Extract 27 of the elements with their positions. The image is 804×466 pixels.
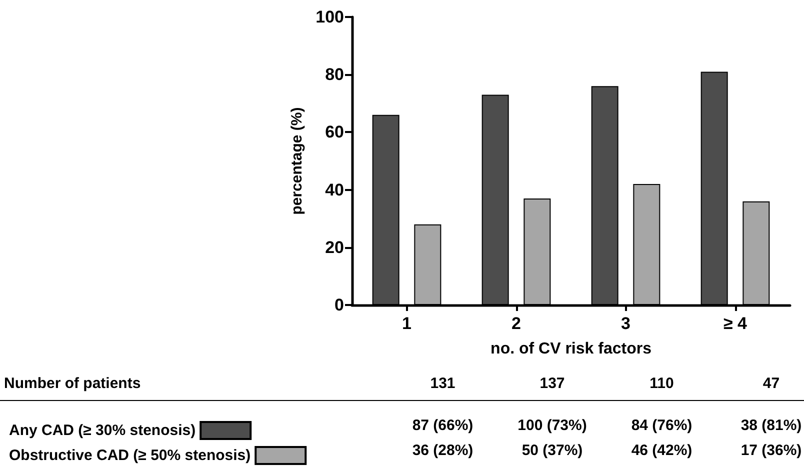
text: 137 [540, 375, 565, 392]
text: Number of patients [4, 375, 141, 392]
x-tick-label: ≥ 4 [723, 314, 748, 333]
data-label: 17 (36%) [740, 442, 802, 459]
text: 131 [430, 375, 456, 392]
y-tick-label: 20 [325, 238, 344, 257]
data-label: 38 (81%) [740, 417, 802, 434]
y-tick-label: 80 [325, 65, 344, 84]
x-tick-label: 1 [402, 314, 412, 333]
x-tick-label: 2 [512, 314, 521, 333]
data-label: 50 (37%) [522, 442, 583, 459]
text: 110 [650, 375, 674, 392]
legend-label: Obstructive CAD (≥ 50% stenosis) [8, 447, 251, 464]
x-axis-title: no. of CV risk factors [490, 340, 652, 358]
y-tick-label: 60 [325, 122, 344, 142]
legend-label: Any CAD (≥ 30% stenosis) [8, 422, 196, 439]
y-tick-label: 0 [334, 296, 344, 314]
data-label: 84 (76%) [631, 417, 692, 434]
data-label: 46 (42%) [631, 442, 692, 459]
data-label: 87 (66%) [412, 417, 474, 434]
data-label: 36 (28%) [412, 442, 474, 459]
y-axis-title: percentage (%) [288, 107, 306, 215]
y-tick-label: 40 [325, 180, 344, 200]
text: 47 [762, 375, 780, 392]
data-label: 100 (73%) [518, 417, 587, 434]
y-tick-label: 100 [316, 8, 344, 26]
x-tick-label: 3 [621, 314, 630, 333]
